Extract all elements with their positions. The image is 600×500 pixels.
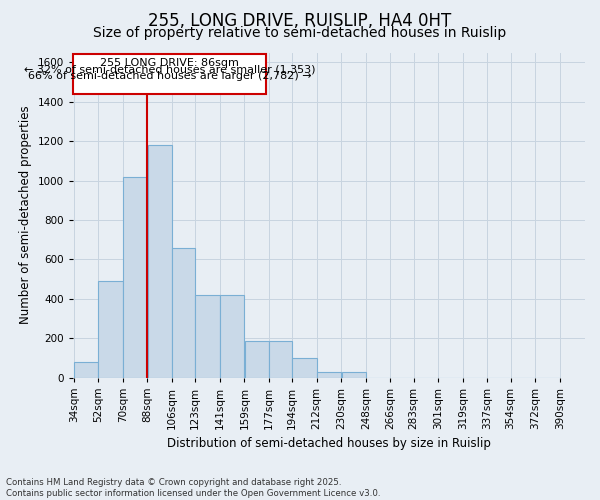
Bar	[172, 248, 195, 378]
Bar	[123, 176, 147, 378]
X-axis label: Distribution of semi-detached houses by size in Ruislip: Distribution of semi-detached houses by …	[167, 437, 491, 450]
Bar	[292, 358, 317, 378]
Text: 66% of semi-detached houses are larger (2,782) →: 66% of semi-detached houses are larger (…	[28, 71, 311, 81]
Text: 255, LONG DRIVE, RUISLIP, HA4 0HT: 255, LONG DRIVE, RUISLIP, HA4 0HT	[148, 12, 452, 30]
Bar	[269, 341, 292, 378]
Bar	[341, 372, 365, 378]
Text: ← 32% of semi-detached houses are smaller (1,353): ← 32% of semi-detached houses are smalle…	[24, 64, 316, 74]
Bar	[317, 372, 341, 378]
Bar	[73, 54, 266, 94]
Text: Contains HM Land Registry data © Crown copyright and database right 2025.
Contai: Contains HM Land Registry data © Crown c…	[6, 478, 380, 498]
Bar	[245, 341, 269, 378]
Bar	[74, 362, 98, 378]
Bar	[196, 295, 220, 378]
Text: 255 LONG DRIVE: 86sqm: 255 LONG DRIVE: 86sqm	[100, 58, 239, 68]
Text: Size of property relative to semi-detached houses in Ruislip: Size of property relative to semi-detach…	[94, 26, 506, 40]
Bar	[148, 145, 172, 378]
Bar	[220, 295, 244, 378]
Y-axis label: Number of semi-detached properties: Number of semi-detached properties	[19, 106, 32, 324]
Bar	[98, 281, 122, 378]
